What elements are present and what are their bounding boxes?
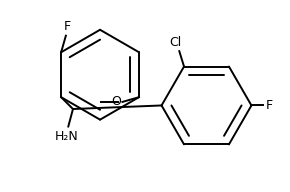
Text: F: F	[64, 20, 71, 33]
Text: H₂N: H₂N	[55, 130, 79, 143]
Text: Cl: Cl	[170, 36, 182, 49]
Text: O: O	[111, 95, 121, 108]
Text: F: F	[266, 99, 273, 112]
